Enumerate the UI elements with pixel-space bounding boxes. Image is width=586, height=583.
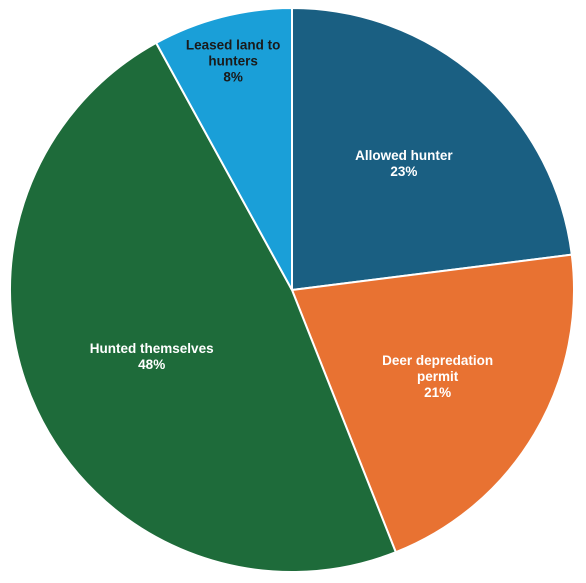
slice-value-label: 48% <box>138 357 165 372</box>
slice-name-label: Hunted themselves <box>90 341 214 356</box>
pie-slice-leased-land-to-hunters <box>154 6 293 291</box>
slice-name-label: Allowed hunter <box>355 148 453 163</box>
slice-value-label: 23% <box>390 164 417 179</box>
slice-name-label: permit <box>417 369 459 384</box>
slice-value-label: 21% <box>424 385 451 400</box>
slice-name-label: hunters <box>208 54 258 69</box>
slice-value-label: 8% <box>223 70 243 85</box>
pie-slice-deer-depredation-permit <box>290 253 575 554</box>
pie-slices <box>9 6 575 573</box>
slice-name-label: Leased land to <box>186 38 281 53</box>
pie-slice-allowed-hunter <box>291 6 573 292</box>
slice-name-label: Deer depredation <box>382 353 493 368</box>
pie-slice-hunted-themselves <box>9 41 398 573</box>
